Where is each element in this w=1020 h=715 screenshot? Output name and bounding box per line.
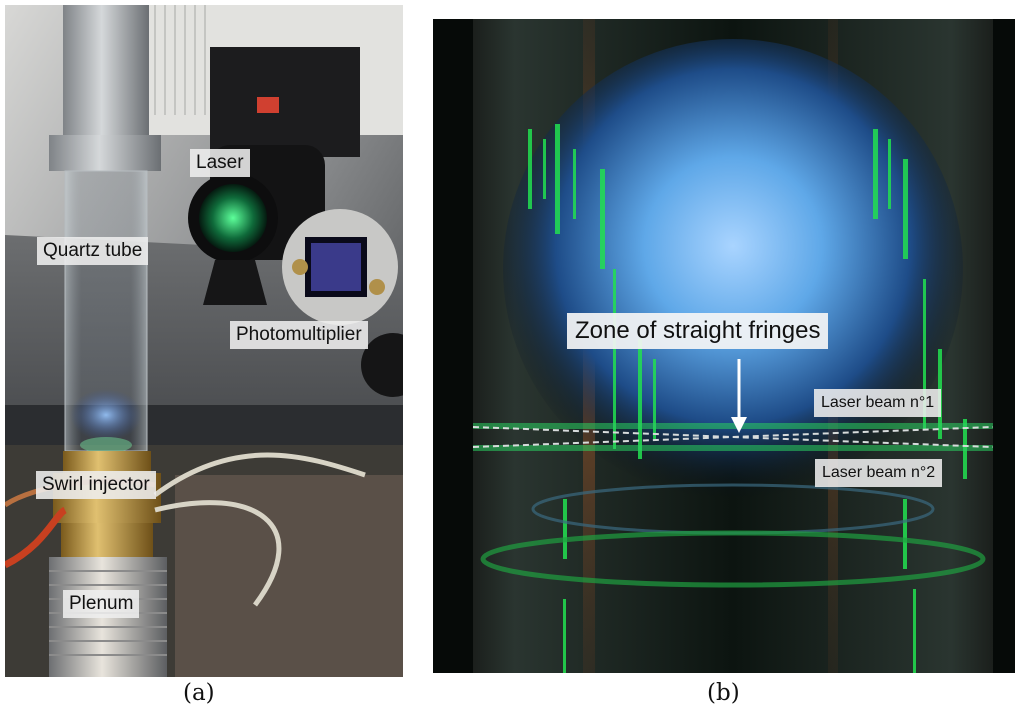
laser-label: Laser (190, 149, 250, 177)
quartz-tube-label: Quartz tube (37, 237, 149, 265)
plenum-label: Plenum (63, 590, 140, 618)
flame-photo: Zone of straight fringes Laser beam n°1 … (433, 19, 1015, 673)
caption-a: (a) (183, 680, 215, 706)
laser-beam-2-label: Laser beam n°2 (815, 459, 943, 487)
setup-photo-drawing (5, 5, 403, 677)
laser-beam-1-label: Laser beam n°1 (814, 389, 942, 417)
swirl-injector-label: Swirl injector (36, 471, 156, 499)
straight-fringes-zone-label: Zone of straight fringes (567, 313, 829, 349)
setup-photo: Laser Quartz tube Photomultiplier Swirl … (5, 5, 403, 677)
caption-b: (b) (707, 680, 740, 706)
photomultiplier-label: Photomultiplier (230, 321, 368, 349)
